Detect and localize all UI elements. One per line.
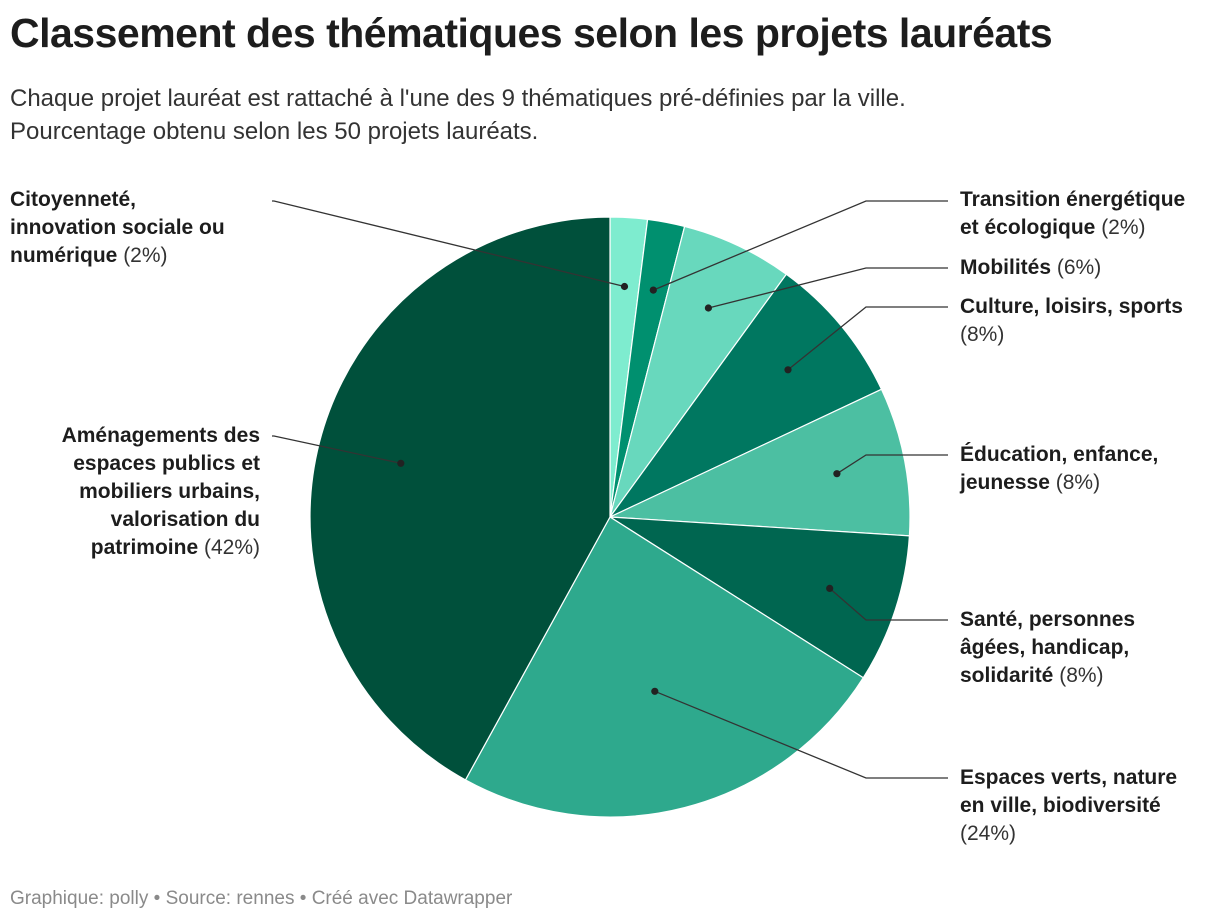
label-leader-lines — [272, 200, 948, 779]
footer-separator-2: • — [299, 888, 307, 909]
slice-label-name: Culture, loisirs, sports — [960, 295, 1183, 318]
slice-label-line: espaces publics et — [62, 450, 260, 478]
slice-label-name: mobiliers urbains, — [79, 480, 260, 503]
slice-label-name: Éducation, enfance, — [960, 443, 1159, 466]
leader-line — [836, 454, 948, 475]
slice-label: Culture, loisirs, sports (8%) — [960, 293, 1183, 349]
footer-source-label: Source: — [165, 888, 232, 909]
slice-label-line: patrimoine (42%) — [62, 534, 260, 562]
slice-label-name: innovation sociale ou — [10, 216, 225, 239]
footer-source-name: rennes — [236, 888, 295, 909]
leader-dot — [651, 687, 659, 695]
slice-label-line: jeunesse (8%) — [960, 469, 1158, 497]
slice-label: Espaces verts, nature en ville, biodivers… — [960, 764, 1177, 848]
slice-label-line: Culture, loisirs, sports — [960, 293, 1183, 321]
footer-created: Créé avec Datawrapper — [311, 888, 513, 909]
slice-label-line: valorisation du — [62, 506, 260, 534]
slice-label-name: en ville, biodiversité — [960, 794, 1161, 817]
slice-label-line: solidarité (8%) — [960, 662, 1135, 690]
pie-slice — [309, 216, 611, 781]
slice-label-name: jeunesse — [960, 471, 1050, 494]
slice-label-line: en ville, biodiversité — [960, 792, 1177, 820]
slice-label-line: numérique (2%) — [10, 242, 225, 270]
slice-label-line: et écologique (2%) — [960, 214, 1185, 242]
pie-slice — [464, 516, 865, 818]
slice-label-name: et écologique — [960, 216, 1096, 239]
slice-label-line: Transition énergétique — [960, 186, 1185, 214]
slice-label-percent: (8%) — [1049, 471, 1101, 494]
slice-label-name: Mobilités — [960, 256, 1052, 279]
slice-label-percent: (2%) — [117, 244, 168, 267]
leader-dot — [704, 304, 713, 312]
pie-slice — [609, 388, 911, 537]
leader-line — [272, 200, 625, 288]
slice-label-name: Aménagements des — [61, 424, 260, 447]
slice-label-name: espaces publics et — [73, 452, 260, 475]
slice-label: Transition énergétique et écologique (2%) — [960, 186, 1185, 242]
slice-label-percent: (8%) — [1053, 664, 1104, 687]
slice-label-percent: (2%) — [1095, 216, 1146, 239]
slice-label-name: patrimoine — [90, 536, 199, 559]
slice-label: Aménagements des espaces publics et mobili… — [62, 422, 260, 562]
chart-subtitle: Chaque projet lauréat est rattaché à l'u… — [10, 82, 906, 148]
slice-label-line: Citoyenneté, — [10, 186, 225, 214]
leader-dot — [397, 459, 405, 467]
leader-dot — [833, 470, 841, 478]
slice-label-name: valorisation du — [110, 508, 260, 531]
leader-dot — [784, 366, 792, 374]
leader-line — [272, 435, 401, 464]
slice-label-line: Éducation, enfance, — [960, 441, 1158, 469]
slice-label-name: Santé, personnes — [960, 608, 1136, 631]
slice-label-name: âgées, handicap, — [960, 636, 1130, 659]
chart-footer: Graphique: polly • Source: rennes • Créé… — [10, 888, 512, 910]
slice-label: Éducation, enfance, jeunesse (8%) — [960, 441, 1158, 497]
slice-label-percent: (24%) — [960, 822, 1017, 845]
slice-label-line: Espaces verts, nature — [960, 764, 1177, 792]
slice-label-line: âgées, handicap, — [960, 634, 1135, 662]
slice-label: Citoyenneté, innovation sociale ou numériq… — [10, 186, 225, 270]
slice-label-percent: (6%) — [1051, 256, 1102, 279]
pie-slices — [309, 216, 911, 818]
pie-slice — [609, 516, 911, 679]
slice-label-name: numérique — [10, 244, 118, 267]
slice-label-percent: (8%) — [960, 323, 1005, 346]
slice-label-name: Espaces verts, nature — [960, 766, 1178, 789]
leader-line — [708, 267, 948, 309]
slice-label-line: Santé, personnes — [960, 606, 1135, 634]
slice-label-line: mobiliers urbains, — [62, 478, 260, 506]
leader-dot — [826, 584, 834, 593]
leader-line — [654, 690, 948, 779]
slice-label-percent: (42%) — [198, 536, 260, 559]
slice-label: Mobilités (6%) — [960, 254, 1101, 282]
slice-label-line: Aménagements des — [62, 422, 260, 450]
slice-label-line: Mobilités (6%) — [960, 254, 1101, 282]
leader-line — [829, 587, 948, 621]
subtitle-line-1: Chaque projet lauréat est rattaché à l'u… — [10, 85, 906, 112]
footer-graphic-author: polly — [109, 888, 149, 909]
leader-dot — [620, 282, 629, 291]
chart-title: Classement des thématiques selon les pro… — [10, 10, 1053, 56]
subtitle-line-2: Pourcentage obtenu selon les 50 projets … — [10, 118, 539, 145]
pie-slice — [609, 273, 883, 518]
footer-graphic-label: Graphique: — [10, 888, 105, 909]
slice-label-name: Transition énergétique — [960, 188, 1186, 211]
leader-line — [653, 200, 948, 291]
leader-line — [787, 306, 948, 371]
leader-dot — [649, 286, 657, 294]
slice-label-line: innovation sociale ou — [10, 214, 225, 242]
footer-separator-1: • — [153, 888, 161, 909]
slice-label-name: Citoyenneté, — [10, 188, 137, 211]
slice-label-name: solidarité — [960, 664, 1054, 687]
slice-label: Santé, personnes âgées, handicap, solidari… — [960, 606, 1135, 690]
